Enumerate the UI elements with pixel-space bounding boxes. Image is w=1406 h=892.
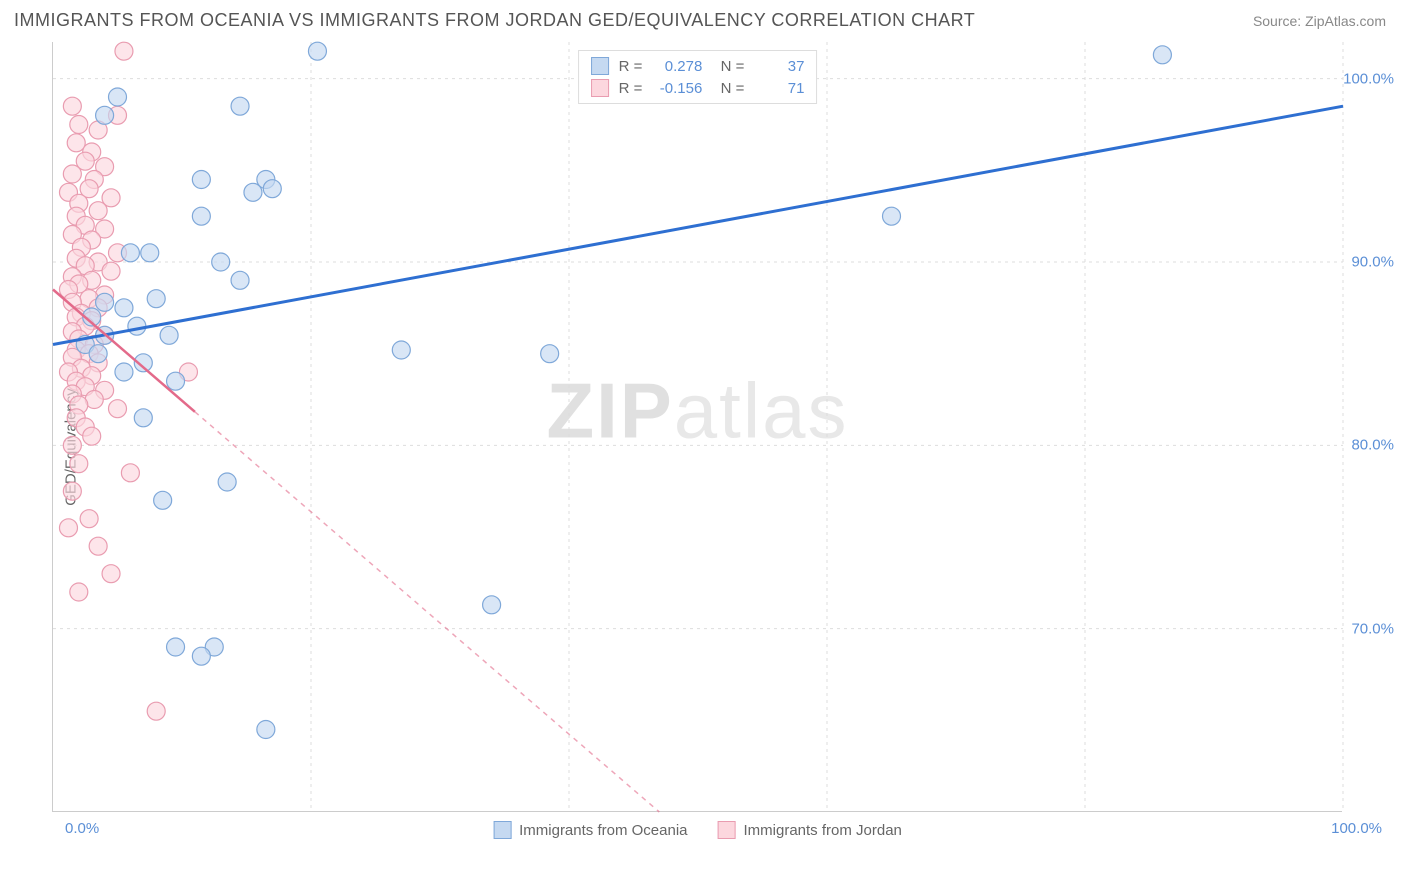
stats-row-jordan: R = -0.156 N = 71 [591, 77, 805, 99]
stats-legend-box: R = 0.278 N = 37 R = -0.156 N = 71 [578, 50, 818, 104]
legend-label-oceania: Immigrants from Oceania [519, 822, 687, 839]
stats-r-label: R = [619, 80, 643, 97]
chart-title: IMMIGRANTS FROM OCEANIA VS IMMIGRANTS FR… [14, 10, 975, 31]
stats-r-label: R = [619, 58, 643, 75]
legend-swatch-oceania [493, 821, 511, 839]
y-tick-label: 80.0% [1351, 437, 1394, 454]
y-tick-label: 90.0% [1351, 254, 1394, 271]
stats-r-oceania: 0.278 [652, 58, 702, 75]
stats-row-oceania: R = 0.278 N = 37 [591, 55, 805, 77]
stats-r-jordan: -0.156 [652, 80, 702, 97]
y-tick-label: 100.0% [1343, 70, 1394, 87]
stats-n-oceania: 37 [754, 58, 804, 75]
plot-area: ZIPatlas R = 0.278 N = 37 R = -0.156 N =… [52, 42, 1342, 812]
legend-item-oceania: Immigrants from Oceania [493, 821, 687, 839]
stats-n-label: N = [712, 80, 744, 97]
plot-svg [53, 42, 1342, 811]
stats-n-label: N = [712, 58, 744, 75]
legend-item-jordan: Immigrants from Jordan [718, 821, 902, 839]
x-tick-max: 100.0% [1331, 820, 1382, 837]
legend-label-jordan: Immigrants from Jordan [744, 822, 902, 839]
stats-swatch-jordan [591, 79, 609, 97]
legend-swatch-jordan [718, 821, 736, 839]
bottom-legend: Immigrants from Oceania Immigrants from … [493, 821, 902, 839]
source-attribution: Source: ZipAtlas.com [1253, 13, 1386, 29]
stats-swatch-oceania [591, 57, 609, 75]
chart-container: GED/Equivalency ZIPatlas R = 0.278 N = 3… [40, 42, 1390, 852]
y-tick-label: 70.0% [1351, 620, 1394, 637]
stats-n-jordan: 71 [754, 80, 804, 97]
x-tick-min: 0.0% [65, 820, 99, 837]
chart-header: IMMIGRANTS FROM OCEANIA VS IMMIGRANTS FR… [0, 0, 1406, 39]
